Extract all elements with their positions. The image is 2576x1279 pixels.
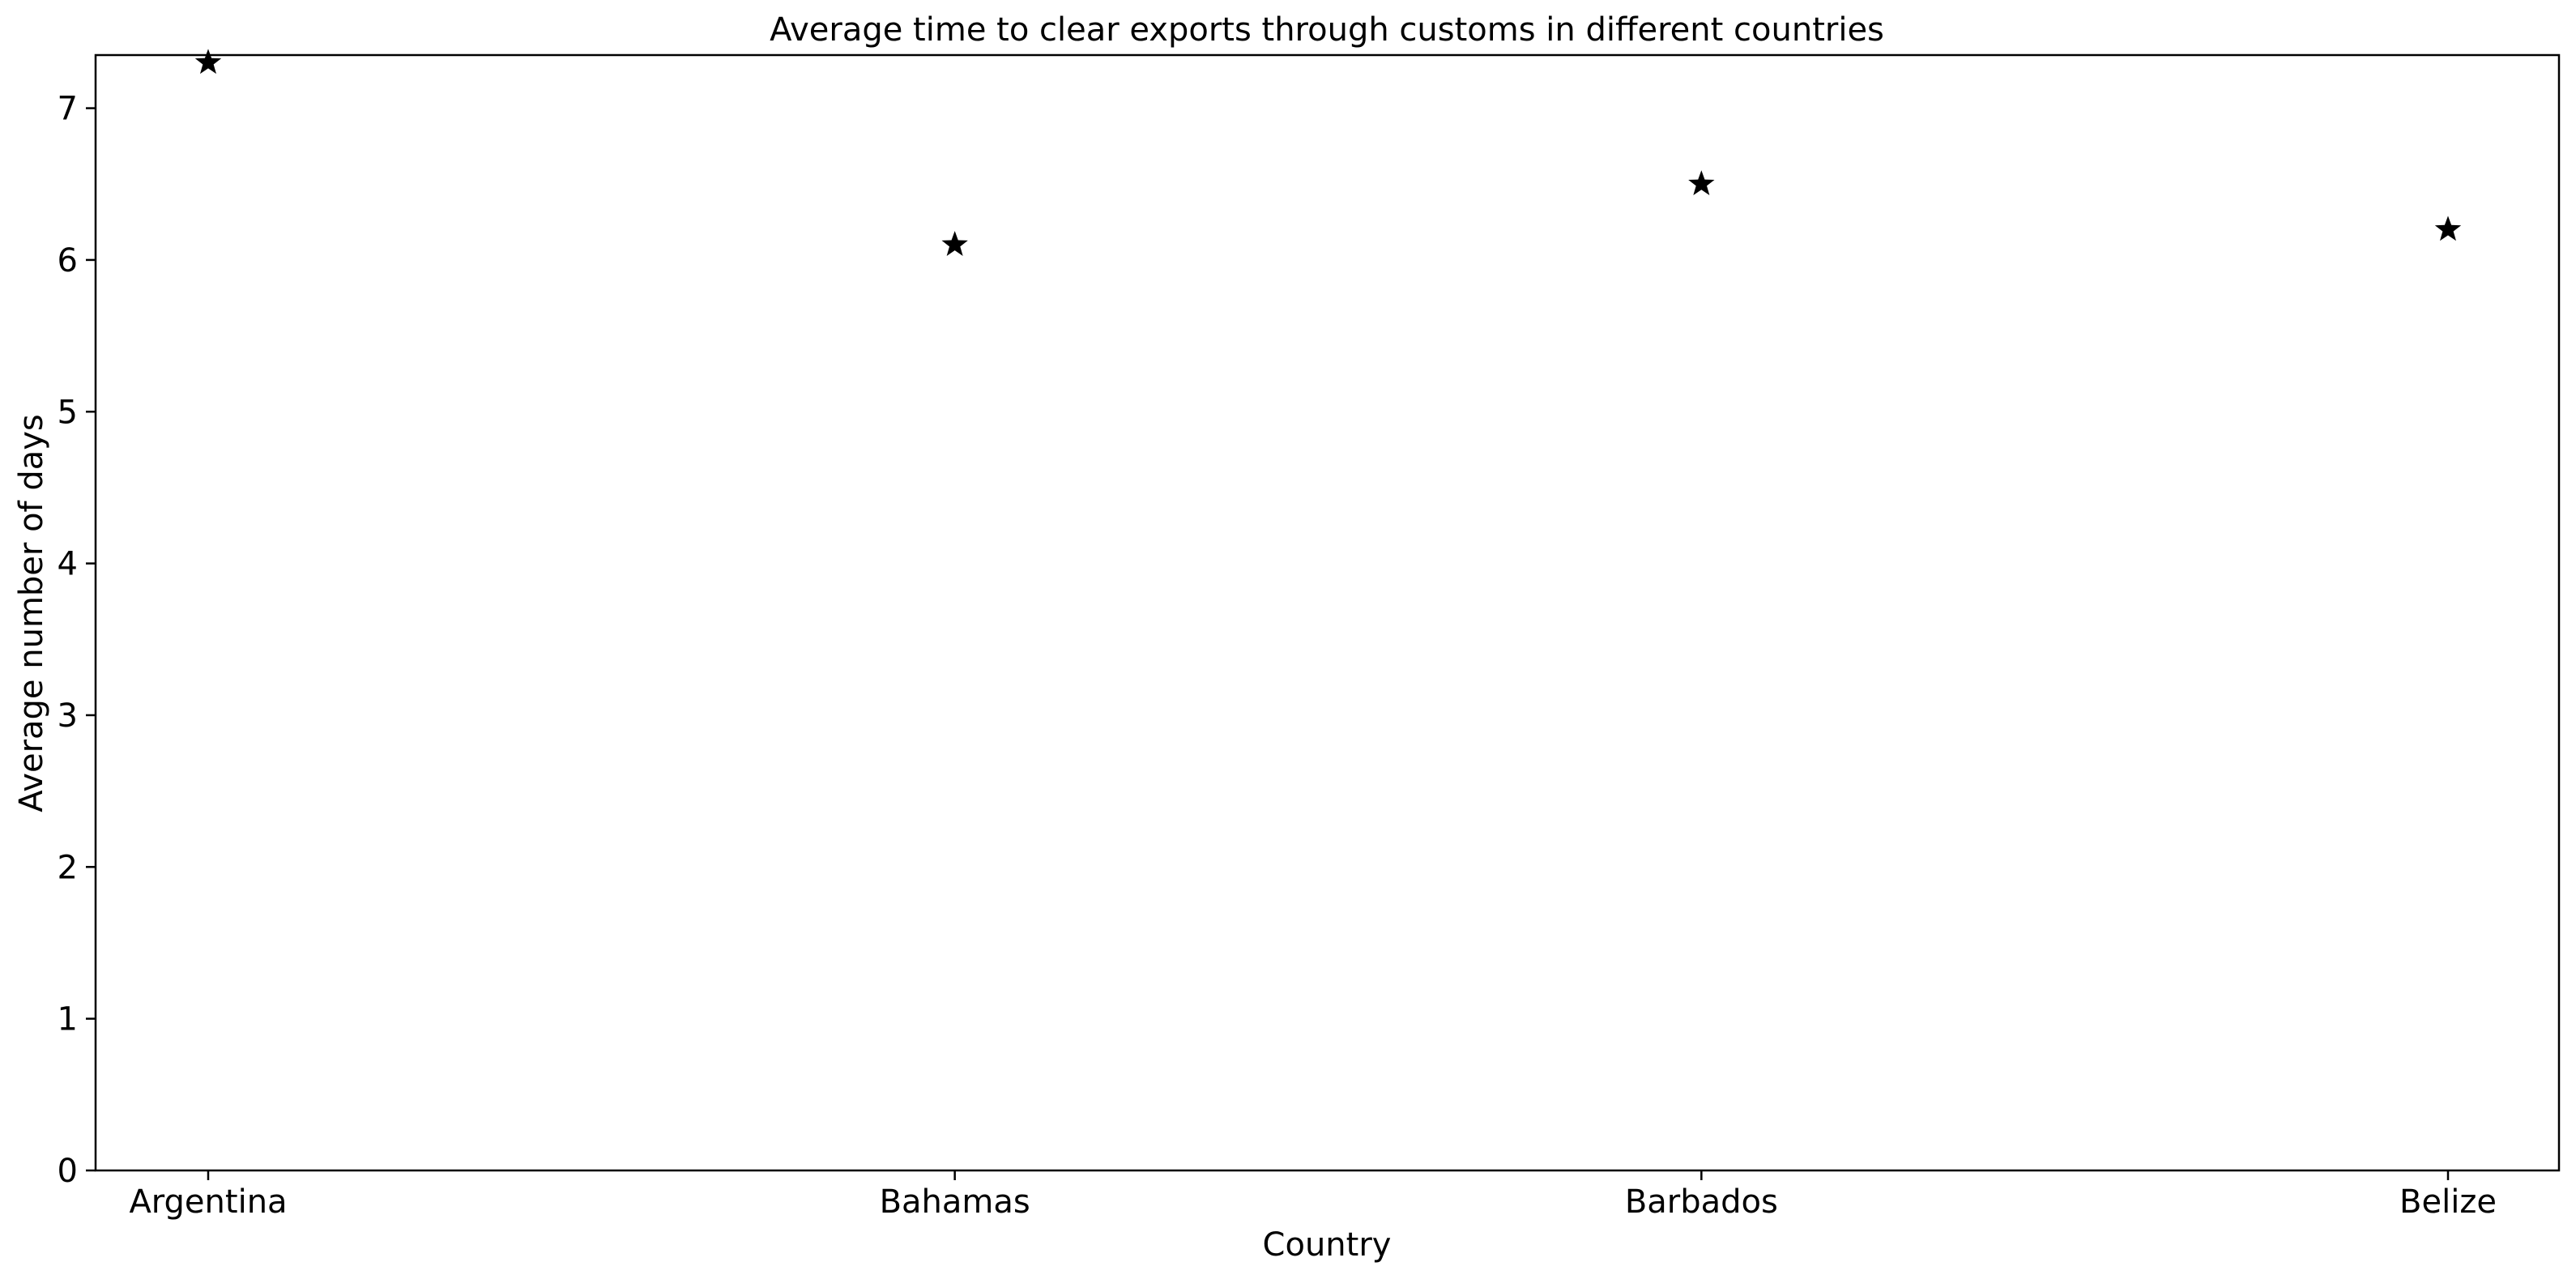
data-point-star (194, 49, 222, 75)
plot-area-frame (94, 53, 2561, 1172)
y-tick-label: 4 (58, 546, 78, 583)
data-points (194, 49, 2462, 256)
y-tick-label: 0 (58, 1153, 78, 1190)
data-point-star (2434, 215, 2462, 241)
x-tick-label: Bahamas (880, 1183, 1030, 1221)
y-tick-label: 7 (58, 91, 78, 128)
chart-title: Average time to clear exports through cu… (770, 11, 1884, 49)
x-axis-label: Country (1263, 1226, 1392, 1264)
x-tick-label: Argentina (129, 1183, 287, 1221)
y-axis: 0 1 2 3 4 5 6 7 (58, 91, 96, 1190)
x-tick-label: Belize (2399, 1183, 2497, 1221)
data-point-star (1688, 170, 1715, 195)
y-tick-label: 5 (58, 394, 78, 431)
y-tick-label: 6 (58, 242, 78, 279)
y-tick-label: 1 (58, 1001, 78, 1038)
y-axis-label: Average number of days (13, 414, 50, 812)
x-axis: Argentina Bahamas Barbados Belize (129, 1170, 2497, 1221)
y-tick-label: 3 (58, 697, 78, 735)
x-tick-label: Barbados (1625, 1183, 1778, 1221)
y-tick-label: 2 (58, 849, 78, 886)
data-point-star (941, 231, 968, 256)
